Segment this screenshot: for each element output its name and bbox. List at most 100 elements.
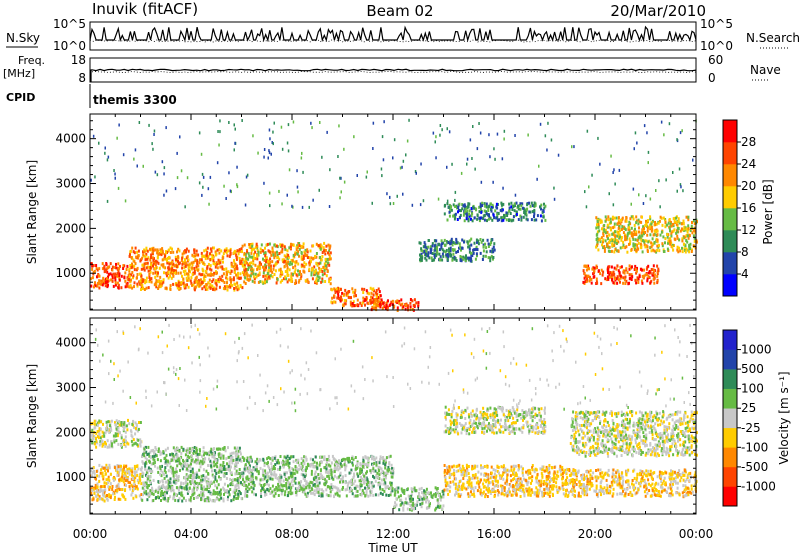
echo-cell <box>609 220 612 224</box>
echo-cell <box>179 135 181 139</box>
echo-cell <box>177 247 180 251</box>
echo-cell <box>219 488 222 492</box>
echo-cell <box>322 246 325 250</box>
echo-cell <box>470 207 473 210</box>
echo-cell <box>222 456 225 460</box>
echo-cell <box>492 256 495 259</box>
echo-cell <box>132 438 135 442</box>
echo-cell <box>340 295 343 299</box>
echo-cell <box>229 249 232 253</box>
echo-cell <box>243 280 246 284</box>
echo-cell <box>602 231 605 235</box>
echo-cell <box>145 445 147 449</box>
echo-cell <box>233 495 236 499</box>
echo-cell <box>436 252 439 256</box>
echo-cell <box>212 278 215 282</box>
echo-cell <box>123 464 125 468</box>
echo-cell <box>235 264 238 268</box>
echo-cell <box>602 234 605 238</box>
echo-cell <box>144 456 147 460</box>
echo-cell <box>312 244 315 248</box>
echo-cell <box>191 470 194 474</box>
echo-cell <box>101 434 104 438</box>
echo-cell <box>441 248 444 252</box>
echo-cell <box>273 467 276 471</box>
echo-cell <box>178 461 181 465</box>
echo-cell <box>467 258 470 262</box>
echo-cell <box>212 287 214 291</box>
echo-cell <box>128 254 131 258</box>
echo-cell <box>612 226 615 230</box>
colorbar-tick-label: 4 <box>741 267 749 281</box>
echo-cell <box>235 273 238 277</box>
echo-cell <box>241 264 244 268</box>
echo-cell <box>236 288 239 292</box>
echo-cell <box>243 252 246 255</box>
echo-cell <box>202 254 205 258</box>
echo-cell <box>313 271 316 274</box>
echo-cell <box>643 243 646 247</box>
echo-cell <box>678 238 681 242</box>
echo-cell <box>240 262 243 266</box>
echo-cell <box>204 487 207 491</box>
echo-cell <box>481 258 484 261</box>
echo-cell <box>212 475 215 479</box>
echo-cell <box>146 475 148 479</box>
echo-cell <box>533 215 535 218</box>
echo-cell <box>607 271 609 275</box>
echo-cell <box>191 489 194 493</box>
echo-cell <box>124 199 127 203</box>
echo-cell <box>214 484 217 488</box>
echo-cell <box>112 490 115 494</box>
echo-cell <box>94 483 97 487</box>
echo-cell <box>686 240 689 244</box>
echo-cell <box>585 265 588 268</box>
echo-cell <box>328 263 331 267</box>
echo-cell <box>603 228 606 232</box>
echo-cell <box>243 263 246 267</box>
echo-cell <box>381 492 384 496</box>
echo-cell <box>677 217 680 221</box>
noise-tick-top-right: 10^5 <box>700 17 733 31</box>
colorbar-segment <box>723 186 737 209</box>
echo-cell <box>254 246 257 250</box>
echo-cell <box>436 250 439 254</box>
echo-cell <box>325 463 328 467</box>
echo-cell <box>631 275 634 279</box>
echo-cell <box>318 463 321 467</box>
echo-cell <box>375 299 378 303</box>
echo-cell <box>175 283 178 287</box>
echo-cell <box>131 490 134 494</box>
echo-cell <box>501 157 504 161</box>
echo-cell <box>288 168 291 172</box>
echo-cell <box>325 244 328 248</box>
echo-cell <box>104 444 107 448</box>
echo-cell <box>337 292 340 296</box>
echo-cell <box>263 155 265 159</box>
echo-cell <box>115 439 118 443</box>
echo-cell <box>182 447 185 451</box>
echo-cell <box>147 493 150 497</box>
echo-cell <box>268 250 271 254</box>
echo-cell <box>656 274 659 278</box>
echo-cell <box>595 226 598 230</box>
echo-cell <box>226 491 229 494</box>
echo-cell <box>148 454 151 458</box>
echo-cell <box>399 303 402 307</box>
echo-cell <box>186 447 189 451</box>
echo-cell <box>106 424 109 427</box>
echo-cell <box>129 284 132 288</box>
echo-cell <box>217 492 220 496</box>
echo-cell <box>229 189 232 193</box>
echo-cell <box>470 237 473 241</box>
echo-cell <box>611 215 614 219</box>
echo-cell <box>350 296 352 300</box>
echo-cell <box>429 247 432 251</box>
echo-cell <box>176 454 179 457</box>
echo-cell <box>111 279 114 283</box>
echo-cell <box>146 498 149 502</box>
echo-cell <box>682 219 685 223</box>
echo-cell <box>191 253 194 257</box>
echo-cell <box>358 485 361 489</box>
echo-cell <box>278 252 281 255</box>
